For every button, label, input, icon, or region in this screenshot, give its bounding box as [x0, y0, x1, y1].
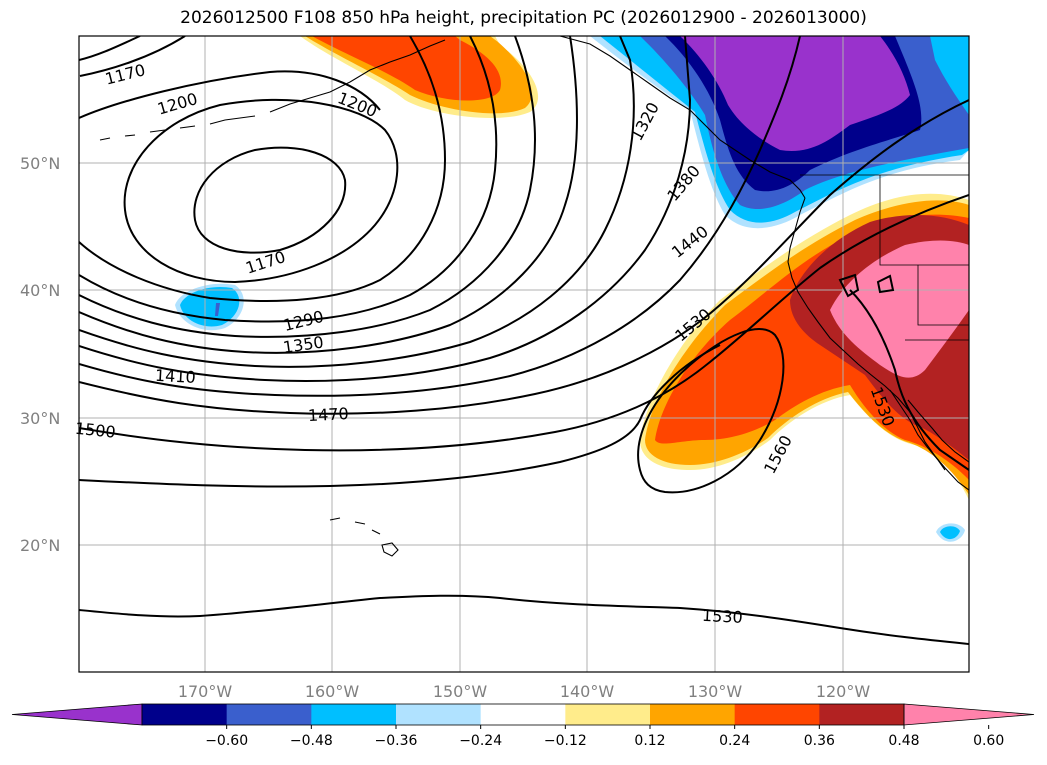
lat-label-20n: 20°N [20, 536, 60, 555]
colorbar-extend-min [11, 703, 143, 726]
colorbar: −0.60 −0.48 −0.36 −0.24 −0.12 0.12 0.24 0.36 0.4… [11, 703, 1035, 749]
contour-1170-nw [79, 36, 186, 77]
contour-1470 [79, 194, 969, 452]
lon-label-160w: 160°W [305, 682, 360, 701]
contour-1350 [79, 36, 635, 368]
latitude-labels: 50°N 40°N 30°N 20°N [20, 154, 60, 555]
contour-label: 1410 [155, 366, 197, 387]
precip-royal-blue-mid [215, 303, 220, 316]
contour-small-lows [838, 273, 895, 298]
colorbar-tick-label: 0.12 [634, 733, 665, 749]
colorbar-segment [819, 704, 905, 725]
hawaii-islands [329, 517, 399, 557]
colorbar-segment [311, 704, 397, 725]
contour-1170-inner [193, 146, 347, 254]
lon-label-140w: 140°W [560, 682, 615, 701]
precip-purple-north [680, 36, 910, 151]
map-frame [78, 35, 970, 673]
colorbar-segment [565, 704, 651, 725]
contour-1290 [79, 36, 536, 338]
contour-label: 1170 [243, 247, 288, 278]
colorbar-extend-max [903, 703, 1035, 726]
lat-label-40n: 40°N [20, 281, 60, 300]
precip-orange-red-north [312, 36, 501, 101]
precip-pink-south [830, 240, 969, 378]
contour-label: 1380 [663, 161, 704, 204]
colorbar-tick-label: −0.36 [375, 733, 418, 749]
precip-sky-blue-south [940, 526, 960, 540]
precip-negative-mid-pacific [175, 283, 244, 331]
lon-label-130w: 130°W [688, 682, 743, 701]
colorbar-segment [142, 704, 228, 725]
precip-negative-south [936, 523, 965, 542]
contour-1440 [79, 99, 969, 415]
colorbar-segment [226, 704, 312, 725]
contour-1320 [79, 36, 578, 354]
contour-1530-south [79, 594, 969, 645]
contour-label: 1470 [308, 404, 350, 425]
pacific-nw-coast [559, 36, 806, 199]
lon-label-120w: 120°W [816, 682, 871, 701]
colorbar-tick-label: 0.36 [804, 733, 835, 749]
state-borders [800, 174, 969, 341]
colorbar-segment [480, 704, 566, 725]
contour-label: 1500 [74, 419, 116, 442]
contour-1530-ca [849, 289, 969, 471]
contour-1230 [79, 36, 447, 302]
contour-label: 1530 [702, 606, 744, 627]
colorbar-tick-label: 0.60 [973, 733, 1004, 749]
contour-label: 1200 [335, 88, 380, 121]
baja-california-coast [889, 389, 969, 471]
colorbar-segment [734, 704, 820, 725]
contour-1260 [79, 36, 498, 323]
colorbar-segment [650, 704, 736, 725]
contour-1200-ring [123, 98, 399, 284]
contour-label: 1290 [281, 307, 325, 335]
height-contours [79, 36, 969, 645]
precip-negative-north [590, 36, 969, 229]
colorbar-segment [396, 704, 482, 725]
colorbar-tick-label: 0.48 [888, 733, 919, 749]
contour-1200-top [79, 70, 381, 119]
lat-label-30n: 30°N [20, 409, 60, 428]
colorbar-tick-label: −0.60 [205, 733, 248, 749]
contour-label: 1440 [668, 222, 712, 262]
coastlines [99, 36, 969, 557]
colorbar-outline [141, 703, 905, 726]
lon-label-150w: 150°W [433, 682, 488, 701]
colorbar-tick-label: −0.12 [544, 733, 587, 749]
map-title: 2026012500 F108 850 hPa height, precipit… [180, 8, 867, 28]
graticule [79, 36, 969, 672]
contour-1560 [637, 328, 785, 494]
contour-1410 [79, 36, 801, 397]
contour-label: 1320 [627, 99, 663, 144]
colorbar-tick-label: −0.24 [459, 733, 502, 749]
map-panel [79, 36, 969, 672]
us-west-coast [787, 197, 969, 491]
lat-label-50n: 50°N [20, 154, 60, 173]
longitude-labels: 170°W 160°W 150°W 140°W 130°W 120°W [178, 682, 871, 701]
lon-label-170w: 170°W [178, 682, 233, 701]
contour-1380 [79, 36, 692, 382]
contour-label: 1170 [103, 60, 147, 88]
alaska-peninsula-coast [99, 39, 446, 141]
colorbar-tick-label: −0.48 [290, 733, 333, 749]
colorbar-tick-label: 0.24 [719, 733, 750, 749]
